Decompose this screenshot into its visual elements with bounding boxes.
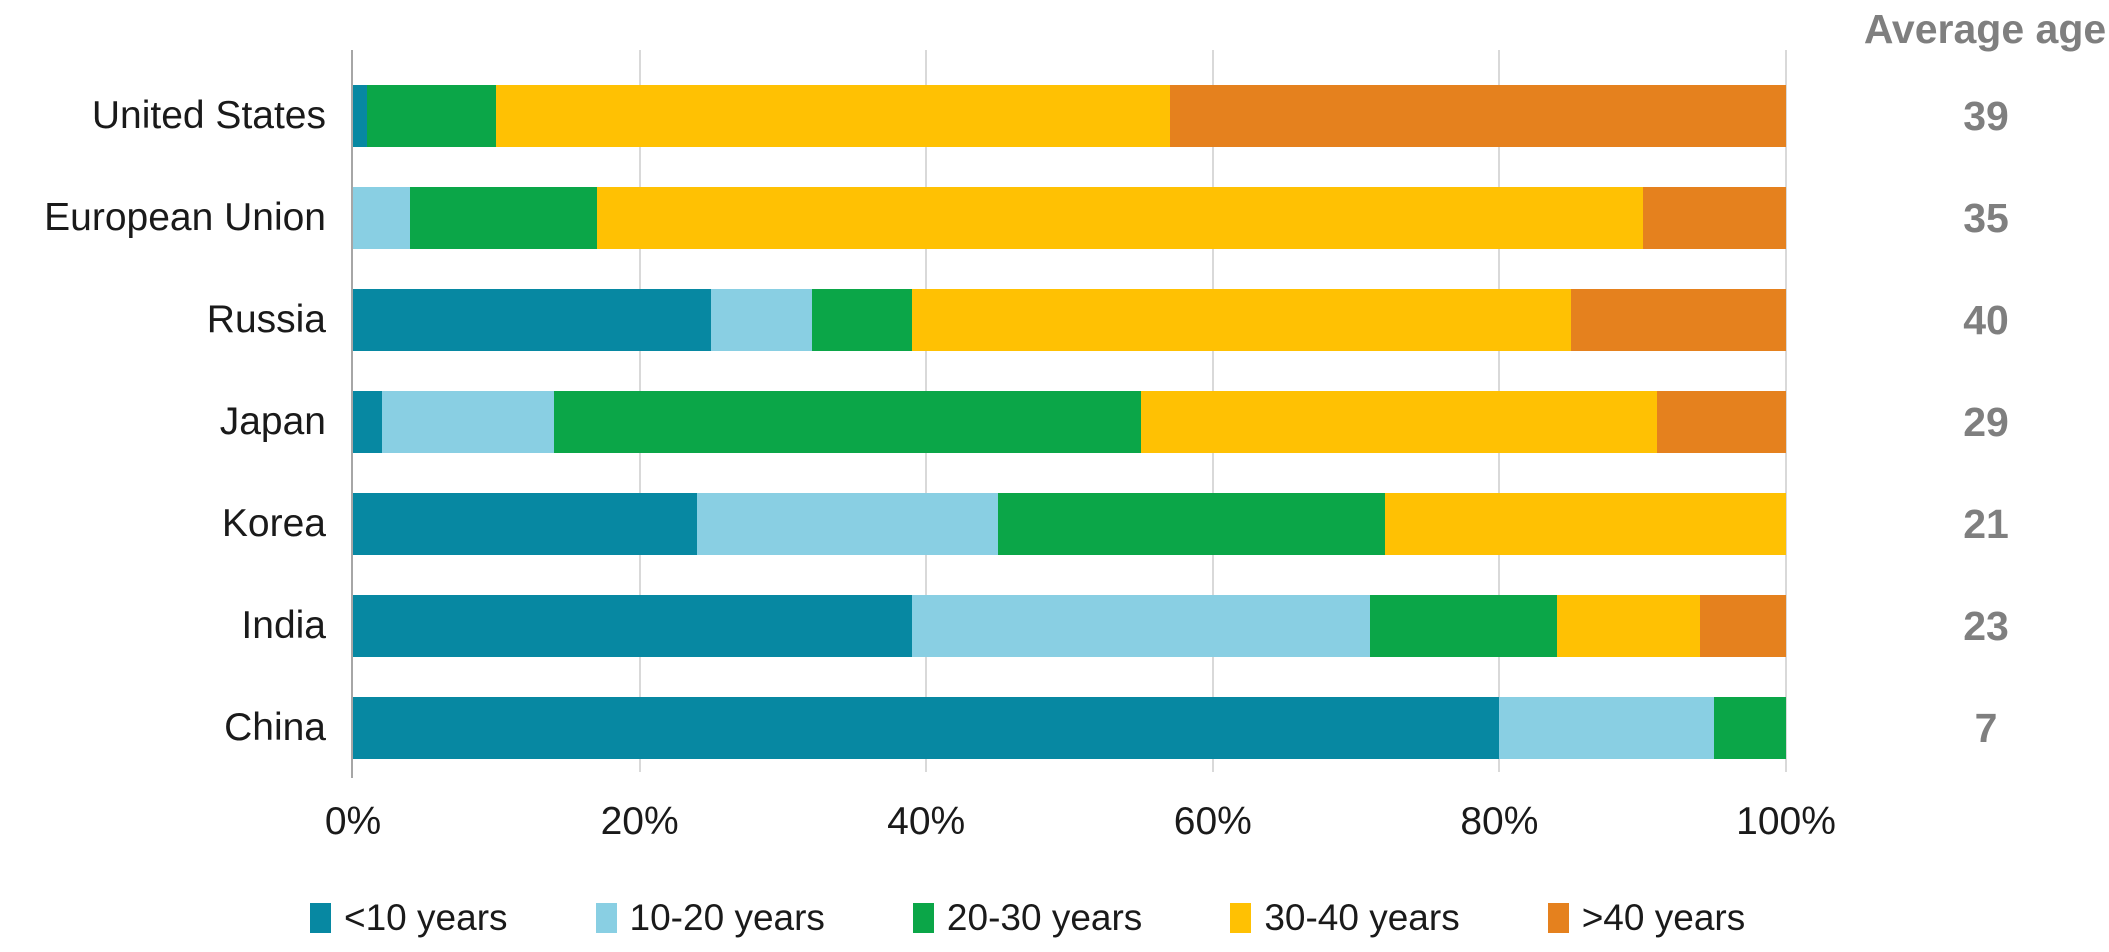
bar-row	[353, 391, 1786, 453]
x-tick-label: 60%	[1173, 800, 1252, 843]
bar-segment	[1499, 697, 1715, 759]
bar-segment	[1714, 697, 1786, 759]
bar-row	[353, 697, 1786, 759]
legend-swatch	[1547, 903, 1569, 933]
bar-segment	[353, 187, 411, 249]
bar-segment	[553, 391, 1142, 453]
bar-segment	[997, 493, 1385, 555]
plot-area	[351, 50, 1787, 778]
bar-segment	[911, 289, 1572, 351]
bar-segment	[353, 289, 712, 351]
bar-segment	[496, 85, 1170, 147]
row-label: India	[241, 604, 326, 647]
x-tick-label: 80%	[1460, 800, 1539, 843]
average-age-value: 39	[1963, 93, 2009, 139]
bar-segment	[353, 595, 912, 657]
row-label: Japan	[219, 400, 326, 443]
bar-segment	[1657, 391, 1786, 453]
bar-segment	[1571, 289, 1786, 351]
average-age-value: 35	[1963, 195, 2009, 241]
average-age-value: 7	[1974, 705, 1998, 751]
row-label: China	[224, 706, 326, 749]
row-label: Korea	[221, 502, 326, 545]
legend-label: 10-20 years	[629, 897, 825, 938]
bar-segment	[353, 85, 368, 147]
bar-segment	[1699, 595, 1786, 657]
x-tick-label: 40%	[887, 800, 966, 843]
bar-segment	[353, 493, 697, 555]
x-tick-label: 0%	[324, 800, 382, 843]
legend-item: 20-30 years	[912, 897, 1143, 938]
bar-segment	[1169, 85, 1786, 147]
bar-segment	[1141, 391, 1657, 453]
average-age-value: 21	[1963, 501, 2009, 547]
legend-label: 20-30 years	[946, 897, 1143, 938]
row-label: European Union	[44, 196, 326, 239]
legend-item: <10 years	[310, 897, 508, 938]
x-tick-label: 20%	[600, 800, 679, 843]
legend-swatch	[595, 903, 617, 933]
average-age-header: Average age	[1863, 6, 2107, 52]
gridline	[1785, 50, 1787, 772]
bar-row	[353, 493, 1786, 555]
average-age-value: 23	[1963, 603, 2009, 649]
bar-segment	[811, 289, 912, 351]
bar-segment	[1384, 493, 1786, 555]
bar-row	[353, 85, 1786, 147]
row-label: United States	[91, 94, 326, 137]
bar-row	[353, 289, 1786, 351]
bar-segment	[711, 289, 812, 351]
legend-swatch	[1230, 903, 1252, 933]
average-age-value: 40	[1963, 297, 2009, 343]
bar-segment	[353, 391, 382, 453]
legend-item: >40 years	[1547, 897, 1746, 938]
legend-label: 30-40 years	[1264, 897, 1460, 938]
bar-segment	[410, 187, 597, 249]
legend-swatch	[310, 903, 331, 933]
legend-label: <10 years	[344, 897, 508, 938]
bar-row	[353, 595, 1786, 657]
bar-segment	[1556, 595, 1700, 657]
bar-segment	[353, 697, 1500, 759]
bar-segment	[367, 85, 497, 147]
bar-segment	[381, 391, 554, 453]
x-tick-label: 100%	[1736, 800, 1836, 843]
bar-segment	[1642, 187, 1786, 249]
bar-segment	[1370, 595, 1557, 657]
bar-segment	[911, 595, 1371, 657]
legend-swatch	[912, 903, 934, 933]
legend: <10 years 10-20 years 20-30 years 30-40 yea…	[310, 897, 1746, 938]
bar-row	[353, 187, 1786, 249]
y-axis-line	[351, 50, 353, 778]
row-label: Russia	[206, 298, 326, 341]
bar-segment	[696, 493, 998, 555]
legend-item: 10-20 years	[595, 897, 825, 938]
legend-item: 30-40 years	[1230, 897, 1460, 938]
legend-label: >40 years	[1581, 897, 1746, 938]
bar-segment	[596, 187, 1643, 249]
average-age-value: 29	[1963, 399, 2009, 445]
